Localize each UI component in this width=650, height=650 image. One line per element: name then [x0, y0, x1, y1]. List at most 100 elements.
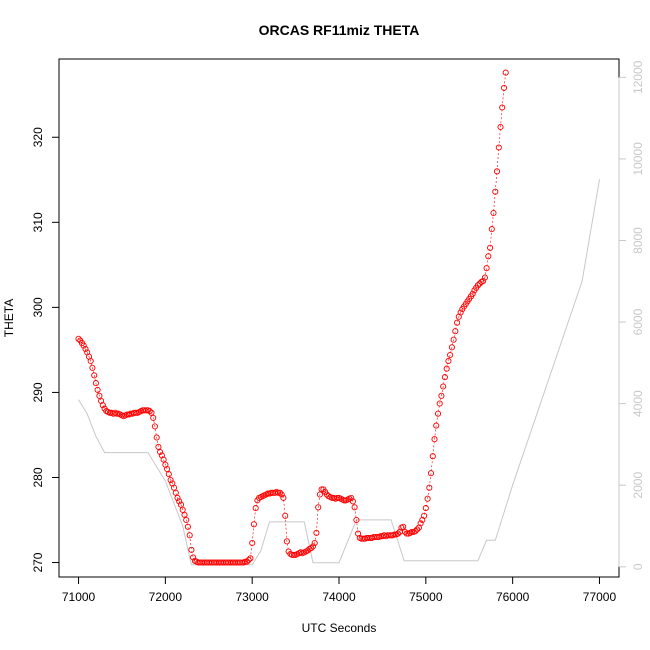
theta-point: [443, 365, 450, 372]
y2-tick-label: 12000: [631, 60, 645, 94]
y-axis-left: 270 280 290 300 310 320: [31, 127, 60, 573]
theta-point: [485, 253, 492, 260]
theta-point: [493, 168, 501, 175]
theta-point: [242, 558, 249, 565]
theta-point: [186, 532, 193, 539]
y-tick-label: 280: [31, 467, 45, 487]
theta-point: [184, 523, 191, 530]
x-tick-label: 73000: [235, 590, 269, 604]
theta-point: [487, 244, 494, 251]
theta-point: [313, 529, 320, 536]
theta-point: [490, 209, 497, 217]
y-tick-label: 300: [31, 297, 45, 317]
theta-point: [349, 498, 356, 505]
theta-point: [431, 436, 438, 443]
y-axis-label: THETA: [2, 299, 16, 337]
theta-point: [452, 328, 459, 335]
theta-point: [421, 512, 428, 519]
theta-point: [424, 495, 431, 502]
theta-point: [427, 470, 435, 477]
theta-point: [417, 520, 424, 527]
y2-tick-label: 0: [631, 563, 645, 570]
y2-tick-label: 4000: [631, 390, 645, 417]
theta-point: [172, 489, 179, 496]
theta-point: [80, 342, 87, 349]
theta-point: [188, 546, 195, 553]
theta-point: [341, 497, 348, 504]
theta-point: [249, 539, 256, 547]
theta-point: [447, 351, 454, 359]
theta-point: [278, 491, 285, 498]
theta-point: [403, 530, 410, 537]
theta-point: [280, 494, 287, 501]
x-tick-label: 76000: [496, 590, 530, 604]
theta-point: [250, 521, 257, 528]
theta-point: [454, 319, 461, 326]
theta-point: [433, 422, 440, 429]
theta-point: [94, 386, 101, 393]
theta-point: [400, 523, 407, 530]
theta-point: [497, 123, 504, 131]
theta-line: [78, 72, 506, 563]
theta-point: [275, 489, 282, 496]
theta-point: [441, 374, 448, 381]
theta-point: [426, 484, 433, 491]
theta-point: [391, 531, 398, 538]
x-axis-label: UTC Seconds: [302, 621, 377, 635]
theta-point: [412, 528, 419, 535]
theta-point: [151, 423, 158, 430]
theta-points-layer: [75, 69, 509, 566]
x-tick-label: 74000: [322, 590, 356, 604]
theta-point: [481, 274, 488, 281]
y2-tick-label: 6000: [631, 308, 645, 335]
theta-point: [143, 407, 150, 414]
theta-point: [282, 512, 289, 519]
theta-point: [450, 336, 457, 343]
altitude-line-layer: [78, 179, 600, 566]
theta-point: [183, 516, 190, 524]
theta-point: [160, 456, 167, 463]
theta-point: [150, 414, 157, 421]
theta-point: [153, 434, 160, 441]
y2-tick-label: 8000: [631, 227, 645, 254]
theta-point: [353, 516, 360, 524]
theta-point: [75, 335, 82, 342]
theta-point: [429, 453, 436, 460]
theta-point: [245, 556, 252, 564]
theta-point: [290, 551, 297, 558]
theta-point: [146, 408, 153, 415]
theta-point: [445, 357, 452, 365]
theta-point: [414, 526, 421, 533]
theta-point: [394, 530, 402, 537]
theta-point: [495, 144, 502, 151]
theta-point: [165, 471, 172, 478]
theta-point: [179, 506, 186, 513]
theta-point: [181, 511, 188, 518]
altitude-line: [78, 179, 600, 566]
theta-point: [276, 489, 284, 496]
theta-point: [170, 484, 178, 491]
theta-point: [434, 410, 442, 417]
x-tick-label: 71000: [62, 590, 96, 604]
theta-point: [174, 494, 181, 501]
theta-point: [488, 226, 495, 233]
y-tick-label: 290: [31, 382, 45, 402]
theta-point: [87, 357, 94, 365]
theta-point: [408, 528, 415, 535]
theta-point: [311, 539, 318, 547]
theta-point: [436, 400, 443, 407]
theta-point: [243, 558, 251, 565]
theta-point: [440, 383, 447, 390]
theta-point: [315, 504, 322, 511]
theta-point: [351, 504, 358, 511]
x-axis: 71000 72000 73000 74000 75000 76000 77000: [62, 576, 616, 604]
theta-point: [91, 372, 98, 379]
theta-point: [334, 494, 341, 501]
y-tick-label: 310: [31, 212, 45, 232]
theta-point: [499, 104, 506, 111]
theta-point: [348, 494, 355, 501]
theta-point: [480, 277, 487, 285]
theta-point: [92, 380, 99, 387]
x-tick-label: 72000: [149, 590, 183, 604]
theta-point: [132, 409, 139, 416]
